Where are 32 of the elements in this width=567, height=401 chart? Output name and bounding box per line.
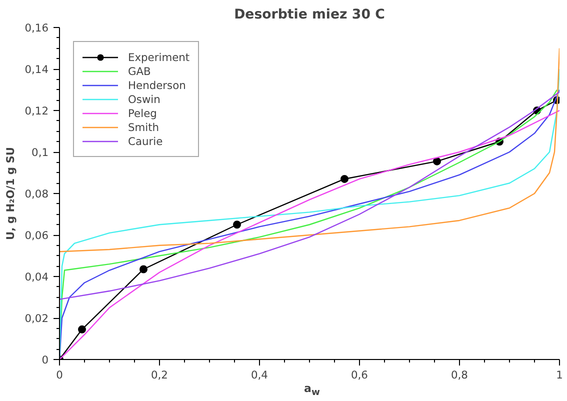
y-tick-label: 0,14 <box>24 63 49 76</box>
x-tick-label: 0,2 <box>151 368 168 382</box>
y-tick-label: 0,04 <box>24 270 49 284</box>
y-tick-label: 0,02 <box>24 312 49 325</box>
point <box>140 265 148 274</box>
point <box>233 220 241 229</box>
y-tick-label: 0,06 <box>24 229 49 242</box>
y-tick-label: 0,08 <box>24 188 49 200</box>
legend-label: Caurie <box>128 134 163 148</box>
y-tick-label: 0,16 <box>24 22 49 34</box>
legend-label: Smith <box>128 120 160 134</box>
point <box>78 325 86 334</box>
point <box>433 157 441 166</box>
x-tick-label: 0,8 <box>451 368 468 382</box>
x-tick-label: 0,4 <box>251 368 268 382</box>
line-series <box>60 48 560 252</box>
y-axis-title: U, g H₂O/1 g SU <box>4 146 17 240</box>
y-tick-label: 0 <box>42 354 49 366</box>
line-series <box>60 91 560 300</box>
x-axis-title: a$_{w}$ <box>304 381 320 400</box>
legend-label: Experiment <box>128 50 190 64</box>
legend-label: Peleg <box>128 106 157 120</box>
y-tick-label: 0,1 <box>32 146 49 159</box>
y-tick-label: 0,12 <box>24 104 49 118</box>
x-tick-label: 0,6 <box>351 368 368 382</box>
x-tick-label: 0 <box>56 368 64 382</box>
x-tick-label: 1 <box>556 368 563 382</box>
legend-label: GAB <box>128 64 151 78</box>
legend-label: Oswin <box>128 92 160 106</box>
chart-title: Desorbtie miez 30 C <box>234 8 385 22</box>
legend-label: Henderson <box>128 78 186 92</box>
point <box>340 174 348 183</box>
